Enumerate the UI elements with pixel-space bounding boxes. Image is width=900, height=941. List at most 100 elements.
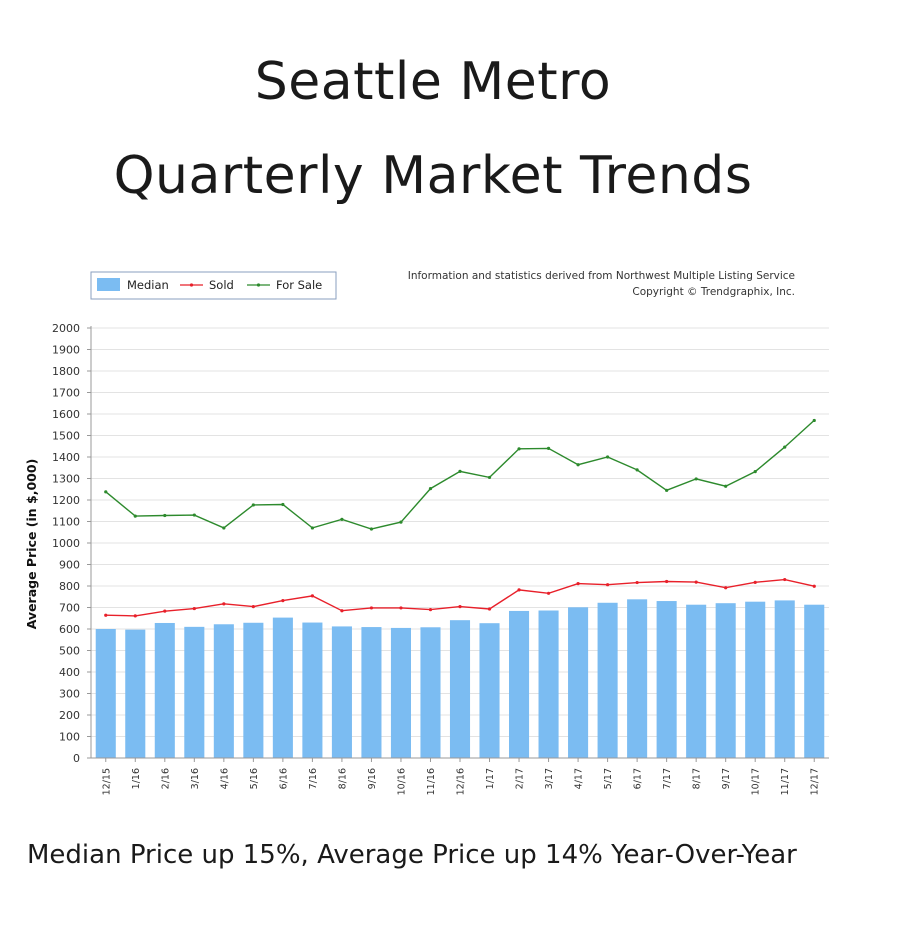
x-tick-label: 5/17: [603, 768, 614, 789]
median-bar: [597, 602, 618, 758]
data-point-sold: [724, 586, 728, 590]
y-tick-label: 800: [59, 580, 80, 593]
data-point-for-sale: [369, 527, 374, 531]
data-point-sold: [576, 582, 580, 586]
y-tick-label: 900: [59, 559, 80, 572]
x-tick-label: 1/17: [485, 768, 496, 789]
y-tick-label: 300: [59, 688, 80, 701]
median-bar: [538, 610, 559, 758]
data-point-for-sale: [753, 470, 757, 474]
axes: [87, 326, 829, 762]
x-tick-label: 4/16: [219, 768, 230, 789]
x-tick-labels: 12/15 1/16 2/16 3/16 4/16 5/16 6/16 7/16 8/16 9/1…: [101, 768, 820, 795]
median-bar: [656, 601, 677, 758]
y-tick-label: 1000: [52, 537, 80, 550]
data-point-sold: [487, 607, 492, 611]
market-trends-chart: Median Sold For Sale Information and sta…: [24, 270, 829, 795]
data-point-sold: [546, 591, 551, 595]
data-point-for-sale: [635, 468, 639, 472]
data-point-for-sale: [104, 490, 108, 494]
median-bar: [420, 627, 441, 758]
data-point-for-sale: [281, 502, 285, 507]
y-tick-label: 1300: [52, 473, 80, 486]
data-point-for-sale: [310, 526, 314, 530]
legend-swatch-median: [97, 278, 120, 291]
data-point-for-sale: [133, 514, 137, 518]
median-bar: [302, 622, 323, 758]
data-point-sold: [694, 580, 698, 584]
x-tick-label: 6/16: [278, 768, 289, 789]
data-point-for-sale: [428, 487, 433, 491]
data-point-sold: [192, 606, 196, 611]
x-tick-label: 4/17: [574, 768, 585, 789]
legend-label-median: Median: [127, 278, 169, 292]
title-line-2: Quarterly Market Trends: [113, 146, 753, 206]
x-tick-label: 11/16: [426, 768, 437, 795]
x-tick-label: 3/16: [190, 768, 201, 789]
data-point-for-sale: [694, 477, 698, 481]
y-tick-label: 500: [59, 645, 80, 658]
median-bars: [95, 599, 825, 758]
x-tick-label: 7/16: [308, 768, 319, 789]
x-tick-label: 3/17: [544, 768, 555, 789]
data-point-for-sale: [340, 517, 344, 521]
y-tick-labels: 0 100 200 300 400 500 600 700 800 900 1000 1100 1200…: [52, 322, 80, 765]
median-bar: [627, 599, 648, 758]
y-tick-label: 1600: [52, 408, 80, 421]
credit-line-2: Copyright © Trendgraphix, Inc.: [632, 286, 795, 298]
x-tick-label: 11/17: [780, 768, 791, 795]
x-tick-label: 8/16: [337, 768, 348, 789]
median-bar: [243, 622, 264, 758]
data-point-sold: [369, 606, 374, 610]
x-tick-label: 12/16: [456, 768, 467, 795]
data-point-sold: [222, 602, 226, 606]
y-tick-label: 700: [59, 602, 80, 615]
x-tick-label: 7/17: [662, 768, 673, 789]
median-bar: [95, 629, 116, 758]
data-point-for-sale: [399, 520, 403, 524]
series-line-for-sale: [105, 419, 815, 530]
y-tick-label: 100: [59, 731, 80, 744]
data-point-for-sale: [576, 463, 580, 467]
data-point-sold: [606, 583, 610, 587]
x-tick-label: 6/17: [633, 768, 644, 789]
legend-label-sold: Sold: [209, 278, 234, 292]
data-point-for-sale: [606, 455, 610, 459]
x-tick-label: 10/17: [751, 768, 762, 795]
data-point-sold: [281, 599, 285, 603]
data-point-for-sale: [458, 469, 462, 474]
x-tick-label: 12/17: [810, 768, 821, 795]
median-bar: [361, 627, 382, 758]
data-point-for-sale: [724, 484, 728, 488]
price-lines: [104, 418, 816, 618]
y-tick-label: 1500: [52, 430, 80, 443]
median-bar: [213, 624, 234, 758]
data-point-for-sale: [163, 513, 167, 518]
data-point-for-sale: [192, 513, 196, 517]
x-tick-label: 8/17: [692, 768, 703, 789]
data-point-sold: [163, 609, 167, 613]
y-tick-label: 600: [59, 623, 80, 636]
data-point-sold: [310, 594, 314, 598]
x-tick-label: 2/17: [515, 768, 526, 789]
x-tick-label: 5/16: [249, 768, 260, 789]
legend-box: [90, 271, 337, 300]
y-tick-label: 1400: [52, 451, 80, 464]
y-tick-label: 1100: [52, 516, 80, 529]
median-bar: [272, 617, 293, 758]
data-point-for-sale: [517, 447, 521, 451]
median-bar: [509, 610, 530, 758]
median-bar: [449, 620, 471, 758]
x-tick-label: 9/17: [721, 768, 732, 789]
x-tick-label: 12/15: [101, 768, 112, 795]
legend: Median Sold For Sale: [90, 271, 337, 300]
series-line-sold: [105, 578, 815, 617]
data-point-for-sale: [546, 446, 551, 450]
median-bar: [331, 626, 352, 758]
median-bar: [774, 600, 795, 758]
data-point-for-sale: [222, 526, 226, 530]
median-bar: [804, 604, 825, 758]
footer-summary: Median Price up 15%, Average Price up 14…: [27, 840, 797, 870]
median-bar: [745, 601, 766, 758]
legend-marker-for-sale: [256, 283, 261, 287]
